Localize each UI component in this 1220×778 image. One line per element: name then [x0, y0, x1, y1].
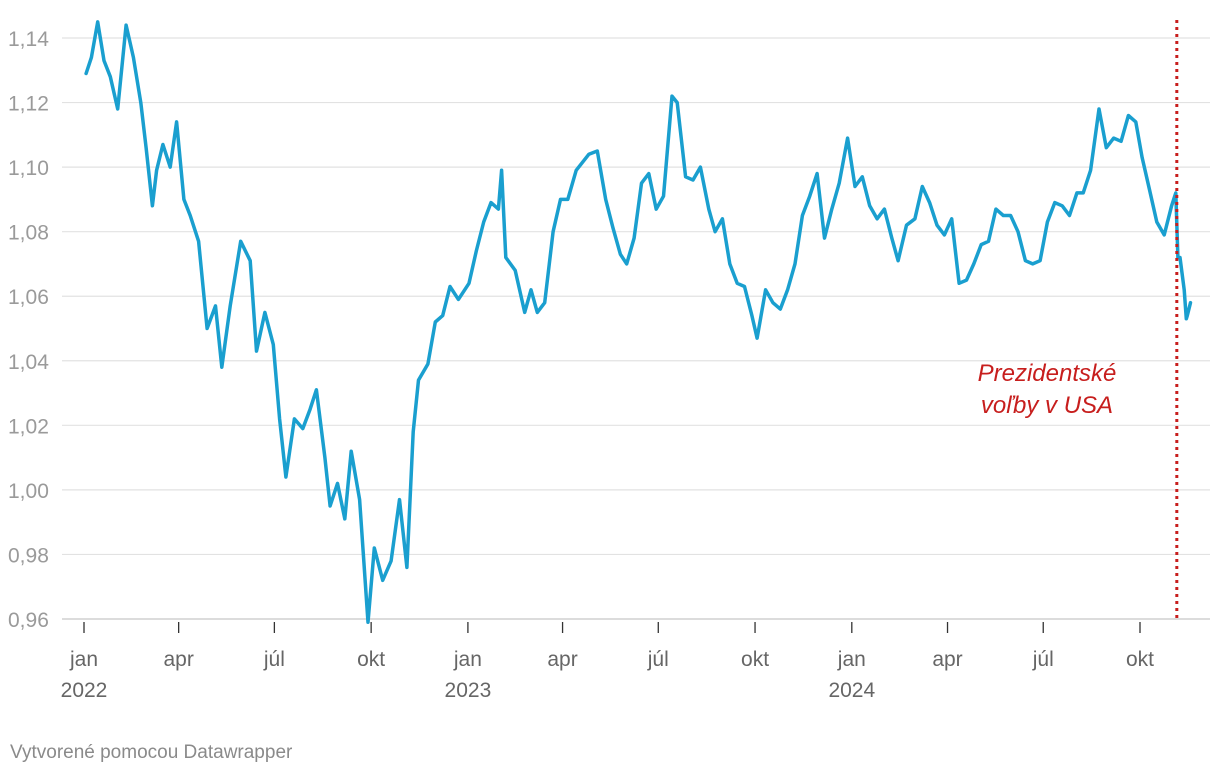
- x-tick-year: 2023: [445, 679, 492, 702]
- series-line-eur-usd: [84, 20, 1193, 624]
- x-axis-ticks: jan 2022 apr júl okt jan 2023 apr júl okt jan 2024 a…: [61, 622, 1154, 702]
- x-tick-label: okt: [741, 648, 769, 671]
- series-layer: [84, 20, 1193, 624]
- x-tick-year: 2022: [61, 679, 108, 702]
- x-tick-label: jan: [837, 648, 866, 671]
- x-tick-label: júl: [263, 648, 285, 671]
- x-tick-label: júl: [647, 648, 669, 671]
- y-axis-ticks: 1,14 1,12 1,10 1,08 1,06 1,04 1,02 1,00 0,98 0,96: [8, 28, 49, 632]
- y-tick-label: 1,06: [8, 286, 49, 309]
- annotation-label: Prezidentské: [978, 360, 1117, 387]
- election-annotation: Prezidentské voľby v USA: [978, 20, 1179, 622]
- chart-area: 1,14 1,12 1,10 1,08 1,06 1,04 1,02 1,00 0,98 0,96…: [8, 20, 1210, 702]
- annotation-label: voľby v USA: [981, 392, 1113, 419]
- x-tick-label: apr: [932, 648, 962, 671]
- x-tick-label: apr: [163, 648, 193, 671]
- credit-text[interactable]: Vytvorené pomocou Datawrapper: [10, 742, 293, 763]
- y-tick-label: 1,10: [8, 157, 49, 180]
- x-tick-label: okt: [1126, 648, 1154, 671]
- y-tick-label: 1,08: [8, 222, 49, 245]
- x-tick-label: apr: [547, 648, 577, 671]
- x-tick-year: 2024: [828, 679, 875, 702]
- gridlines: [62, 37, 1210, 620]
- x-tick-label: júl: [1032, 648, 1054, 671]
- y-tick-label: 1,12: [8, 93, 49, 116]
- x-tick-label: jan: [453, 648, 482, 671]
- y-tick-label: 1,14: [8, 28, 49, 51]
- y-tick-label: 1,04: [8, 351, 49, 374]
- y-tick-label: 0,96: [8, 609, 49, 632]
- y-tick-label: 0,98: [8, 544, 49, 567]
- y-tick-label: 1,02: [8, 415, 49, 438]
- x-tick-label: jan: [69, 648, 98, 671]
- x-tick-label: okt: [357, 648, 385, 671]
- y-tick-label: 1,00: [8, 480, 49, 503]
